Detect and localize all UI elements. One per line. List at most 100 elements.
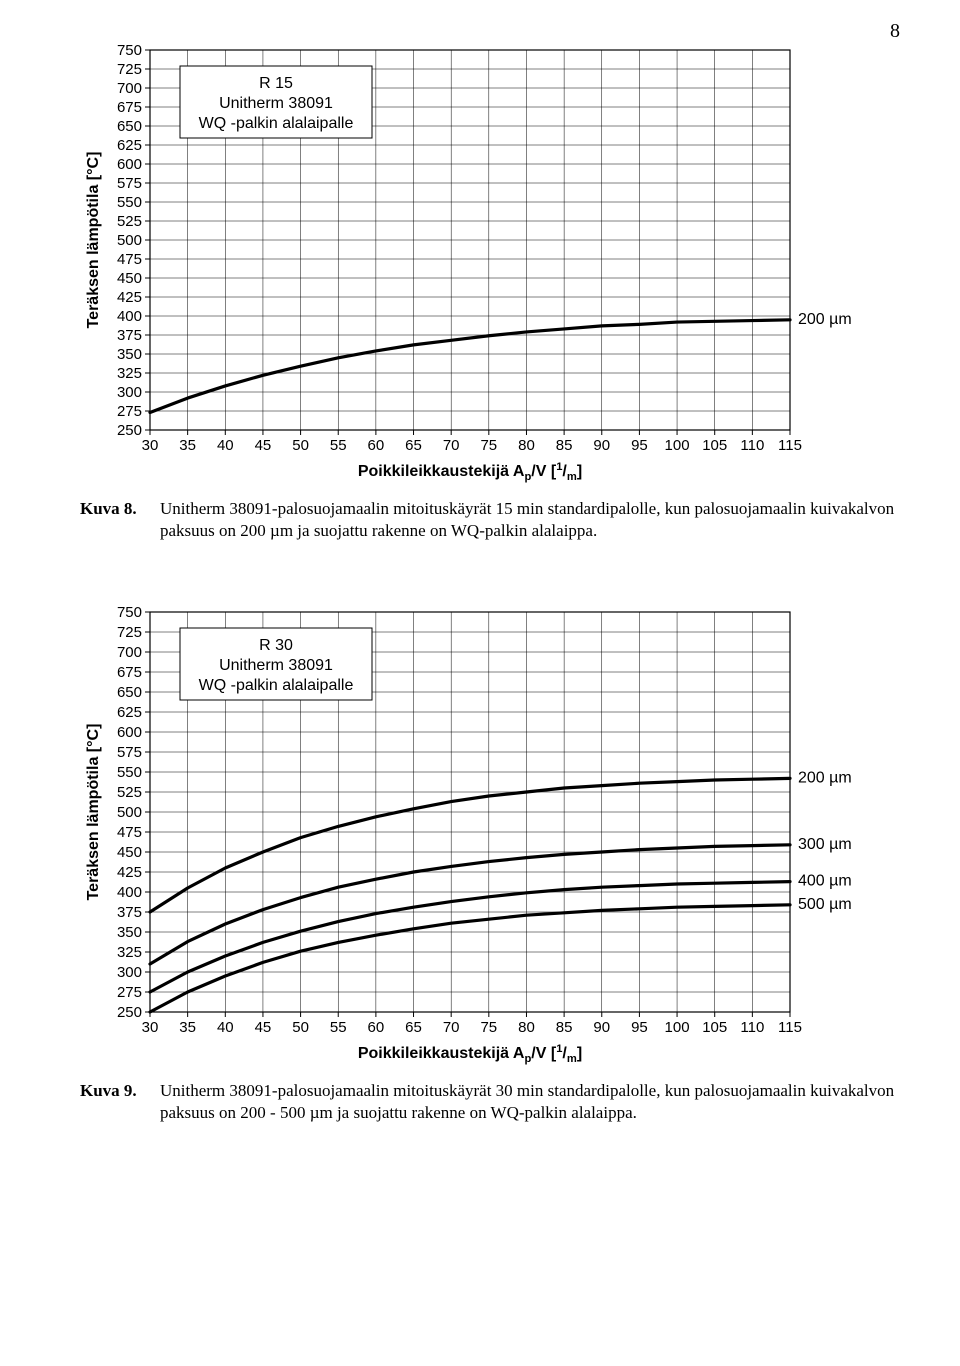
svg-text:85: 85: [556, 1019, 573, 1036]
svg-text:115: 115: [778, 437, 802, 454]
svg-text:R 30: R 30: [259, 637, 293, 654]
svg-text:80: 80: [518, 437, 535, 454]
svg-text:30: 30: [142, 437, 159, 454]
svg-text:500: 500: [117, 804, 142, 821]
svg-text:200 µm: 200 µm: [798, 770, 852, 787]
svg-text:725: 725: [117, 624, 142, 641]
svg-text:65: 65: [405, 437, 422, 454]
svg-text:50: 50: [292, 1019, 309, 1036]
svg-text:375: 375: [117, 327, 142, 344]
svg-text:400: 400: [117, 884, 142, 901]
caption-2-text: Unitherm 38091-palosuojamaalin mitoitusk…: [160, 1080, 900, 1124]
svg-text:450: 450: [117, 844, 142, 861]
svg-text:500: 500: [117, 232, 142, 249]
svg-text:425: 425: [117, 289, 142, 306]
svg-text:110: 110: [740, 437, 764, 454]
svg-text:R 15: R 15: [259, 75, 293, 92]
svg-text:300: 300: [117, 964, 142, 981]
svg-text:600: 600: [117, 724, 142, 741]
svg-text:675: 675: [117, 99, 142, 116]
svg-text:550: 550: [117, 764, 142, 781]
caption-1: Kuva 8. Unitherm 38091-palosuojamaalin m…: [80, 498, 900, 542]
svg-text:500 µm: 500 µm: [798, 896, 852, 913]
svg-text:100: 100: [665, 1019, 690, 1036]
svg-text:250: 250: [117, 422, 142, 439]
svg-text:325: 325: [117, 944, 142, 961]
svg-text:400 µm: 400 µm: [798, 873, 852, 890]
svg-text:40: 40: [217, 1019, 234, 1036]
svg-text:55: 55: [330, 437, 347, 454]
svg-text:90: 90: [593, 437, 610, 454]
svg-text:80: 80: [518, 1019, 535, 1036]
svg-text:350: 350: [117, 346, 142, 363]
svg-text:75: 75: [480, 437, 497, 454]
svg-text:105: 105: [702, 437, 727, 454]
svg-text:275: 275: [117, 403, 142, 420]
svg-text:40: 40: [217, 437, 234, 454]
svg-text:105: 105: [702, 1019, 727, 1036]
caption-1-label: Kuva 8.: [80, 498, 160, 520]
svg-text:200 µm: 200 µm: [798, 311, 852, 328]
svg-text:725: 725: [117, 61, 142, 78]
caption-2-label: Kuva 9.: [80, 1080, 160, 1102]
svg-text:275: 275: [117, 984, 142, 1001]
svg-text:Poikkileikkaustekijä Ap/V [1/m: Poikkileikkaustekijä Ap/V [1/m]: [358, 461, 582, 483]
svg-text:45: 45: [255, 437, 272, 454]
svg-text:325: 325: [117, 365, 142, 382]
svg-text:475: 475: [117, 251, 142, 268]
svg-text:750: 750: [117, 42, 142, 59]
svg-text:60: 60: [368, 437, 385, 454]
svg-text:525: 525: [117, 784, 142, 801]
svg-text:115: 115: [778, 1019, 802, 1036]
svg-text:625: 625: [117, 137, 142, 154]
svg-text:Unitherm 38091: Unitherm 38091: [219, 95, 333, 112]
caption-1-text: Unitherm 38091-palosuojamaalin mitoitusk…: [160, 498, 900, 542]
svg-text:35: 35: [179, 437, 196, 454]
svg-text:700: 700: [117, 644, 142, 661]
svg-text:250: 250: [117, 1004, 142, 1021]
caption-2: Kuva 9. Unitherm 38091-palosuojamaalin m…: [80, 1080, 900, 1124]
svg-text:300 µm: 300 µm: [798, 836, 852, 853]
svg-text:525: 525: [117, 213, 142, 230]
svg-text:300: 300: [117, 384, 142, 401]
svg-text:95: 95: [631, 437, 648, 454]
svg-text:70: 70: [443, 1019, 460, 1036]
svg-text:85: 85: [556, 437, 573, 454]
svg-text:750: 750: [117, 604, 142, 621]
svg-text:Teräksen lämpötila [°C]: Teräksen lämpötila [°C]: [85, 152, 102, 329]
svg-text:700: 700: [117, 80, 142, 97]
svg-text:Unitherm 38091: Unitherm 38091: [219, 657, 333, 674]
svg-text:75: 75: [480, 1019, 497, 1036]
svg-text:60: 60: [368, 1019, 385, 1036]
svg-text:550: 550: [117, 194, 142, 211]
svg-text:600: 600: [117, 156, 142, 173]
svg-text:100: 100: [665, 437, 690, 454]
svg-text:55: 55: [330, 1019, 347, 1036]
chart-2-block: 3035404550556065707580859095100105110115…: [80, 602, 900, 1124]
svg-text:35: 35: [179, 1019, 196, 1036]
svg-text:WQ -palkin alalaipalle: WQ -palkin alalaipalle: [199, 677, 354, 694]
svg-text:675: 675: [117, 664, 142, 681]
svg-text:450: 450: [117, 270, 142, 287]
svg-text:375: 375: [117, 904, 142, 921]
svg-text:575: 575: [117, 175, 142, 192]
svg-text:90: 90: [593, 1019, 610, 1036]
svg-text:65: 65: [405, 1019, 422, 1036]
svg-text:50: 50: [292, 437, 309, 454]
chart-1-block: 30 35 40 45 50 55 60 65 70 75 80 85 90 95 100 105 110 115…: [80, 40, 900, 542]
svg-text:400: 400: [117, 308, 142, 325]
page-number: 8: [890, 20, 900, 43]
svg-text:650: 650: [117, 684, 142, 701]
svg-text:625: 625: [117, 704, 142, 721]
svg-text:WQ -palkin alalaipalle: WQ -palkin alalaipalle: [199, 115, 354, 132]
svg-text:650: 650: [117, 118, 142, 135]
chart-2: 3035404550556065707580859095100105110115…: [80, 602, 880, 1072]
svg-text:Poikkileikkaustekijä Ap/V [1/m: Poikkileikkaustekijä Ap/V [1/m]: [358, 1043, 582, 1065]
svg-text:475: 475: [117, 824, 142, 841]
svg-text:575: 575: [117, 744, 142, 761]
svg-text:30: 30: [142, 1019, 159, 1036]
svg-text:70: 70: [443, 437, 460, 454]
svg-text:45: 45: [255, 1019, 272, 1036]
svg-text:95: 95: [631, 1019, 648, 1036]
svg-text:425: 425: [117, 864, 142, 881]
